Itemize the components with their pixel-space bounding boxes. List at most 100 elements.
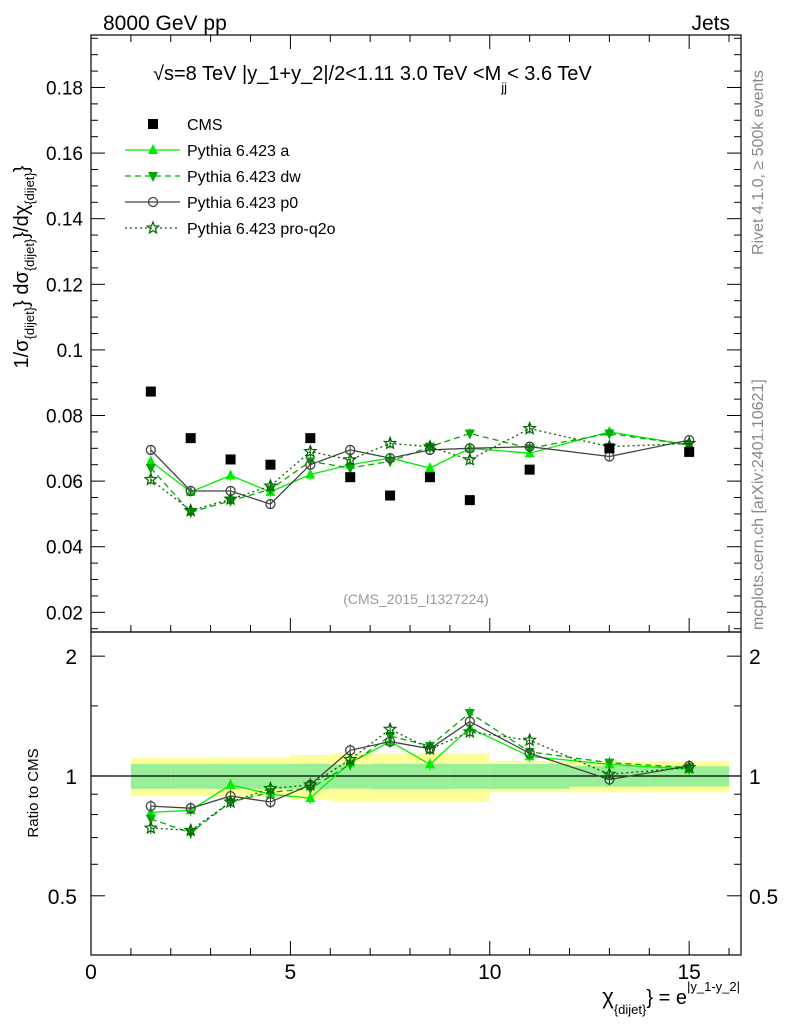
ratio-uncertainty-bands	[91, 753, 741, 803]
series-line-a	[150, 431, 690, 493]
ratio-point-pro-q2o	[462, 724, 478, 739]
x-label-chi: χ	[602, 984, 614, 1009]
ratio-point-pro-q2o	[223, 794, 238, 809]
y-label-d: }	[11, 165, 33, 172]
data-point-cms	[305, 433, 316, 444]
point-pro-q2o	[382, 435, 398, 450]
ratio-axis-ticks: 0.5 0.5 1 1 2 2 0 5 10 15	[48, 646, 778, 984]
point-pro-q2o	[263, 478, 278, 493]
x-axis-label: χ{dijet}} = e|y_1-y_2|	[602, 979, 740, 1017]
main-panel: 0.02 0.04 0.06 0.08 0.1 0.12 0.14 0.16 0.18 √s=8…	[11, 34, 742, 633]
point-a	[145, 455, 156, 466]
x-label-eq: } = e	[646, 987, 687, 1009]
data-point-cms	[225, 454, 236, 465]
legend-label-p0: Pythia 6.423 p0	[187, 195, 298, 212]
x-tick-label: 15	[677, 961, 700, 984]
plot-title-text: √s=8 TeV |y_1+y_2|/2<1.11 3.0 TeV <M	[153, 63, 501, 85]
data-point-cms	[345, 472, 356, 483]
y-label-a: 1/σ	[11, 339, 33, 369]
ratio-point-pro-q2o	[183, 822, 198, 837]
y-tick-label: 0.14	[46, 210, 83, 231]
point-p0	[265, 498, 276, 510]
ratio-point-a	[305, 792, 316, 803]
ratio-point-dw	[464, 708, 475, 719]
ratio-point-pro-q2o	[422, 741, 438, 756]
point-a	[424, 461, 435, 472]
point-pro-q2o	[342, 452, 358, 466]
ratio-line-pro-q2o	[150, 728, 690, 832]
ratio-point-p0	[185, 803, 196, 814]
y-label-c: }/dχ	[11, 204, 33, 238]
ratio-panel: 0.5 0.5 1 1 2 2 0 5 10 15 Ratio to CMS	[25, 631, 778, 984]
y-label-a-sub: {dijet}	[22, 306, 37, 339]
x-tick-label: 10	[478, 961, 501, 984]
ratio-point-pro-q2o	[303, 777, 318, 792]
ratio-y-tick-label: 2	[65, 646, 77, 669]
y-tick-label: 0.18	[46, 78, 83, 99]
point-pro-q2o	[143, 471, 159, 486]
point-pro-q2o	[303, 443, 318, 458]
point-p0	[305, 459, 316, 470]
point-pro-q2o	[223, 491, 238, 506]
point-pro-q2o	[522, 420, 537, 435]
data-point-cms	[464, 495, 475, 506]
point-p0	[145, 444, 156, 456]
y-label-b-sub: {dijet}	[22, 238, 37, 271]
legend-label-a: Pythia 6.423 a	[187, 143, 289, 160]
data-point-cms	[265, 459, 276, 470]
main-series-layer	[143, 386, 697, 519]
point-p0	[524, 441, 535, 452]
ratio-point-pro-q2o	[382, 721, 398, 736]
ratio-point-a	[225, 778, 236, 789]
y-label-b: } dσ	[11, 271, 33, 307]
ratio-y-tick-label: 1	[65, 766, 77, 789]
legend-label-cms: CMS	[187, 117, 223, 134]
analysis-label: (CMS_2015_I1327224)	[343, 591, 489, 607]
legend-marker-p0	[147, 196, 159, 208]
point-pro-q2o	[462, 452, 478, 466]
legend-marker-pro-q2o	[145, 220, 161, 235]
y-tick-label: 0.1	[57, 341, 83, 362]
plot-title-end: < 3.6 TeV	[507, 63, 592, 85]
data-point-cms	[684, 446, 695, 457]
mcplots-label: mcplots.cern.ch [arXiv:2401.10621]	[750, 379, 767, 630]
data-point-cms	[424, 472, 435, 483]
ratio-point-pro-q2o	[681, 759, 697, 774]
ratio-point-pro-q2o	[143, 820, 159, 835]
ratio-point-a	[424, 758, 435, 769]
ratio-point-dw	[145, 814, 156, 825]
legend-label-pro-q2o: Pythia 6.423 pro-q2o	[187, 221, 336, 238]
point-a	[225, 469, 236, 480]
ratio-point-pro-q2o	[263, 780, 278, 795]
ratio-y-axis-label: Ratio to CMS	[25, 748, 42, 837]
y-tick-label: 0.04	[46, 538, 83, 559]
ratio-point-p0	[524, 748, 535, 759]
point-dw	[145, 463, 156, 474]
ratio-point-pro-q2o	[602, 766, 617, 781]
point-dw	[345, 463, 356, 474]
x-label-chi-sub: {dijet}	[614, 1002, 647, 1017]
data-point-cms	[185, 433, 196, 444]
data-point-cms	[604, 443, 615, 454]
rivet-version-label: Rivet 4.1.0, ≥ 500k events	[750, 70, 767, 255]
point-pro-q2o	[183, 502, 198, 517]
series-line-p0	[150, 439, 690, 505]
series-line-pro-q2o	[150, 427, 690, 512]
ratio-point-p0	[384, 736, 396, 747]
ratio-point-pro-q2o	[342, 751, 358, 766]
y-tick-label: 0.06	[46, 472, 83, 493]
ratio-y-tick-label-right: 0.5	[749, 886, 778, 909]
y-tick-label: 0.08	[46, 407, 83, 428]
ratio-point-pro-q2o	[522, 732, 537, 747]
x-label-exp: |y_1-y_2|	[687, 979, 740, 994]
point-a	[305, 468, 316, 479]
legend-marker-a	[148, 144, 158, 154]
data-point-cms	[145, 386, 156, 397]
ratio-plot-frame	[90, 631, 742, 956]
legend-marker-cms	[148, 119, 158, 129]
header-category-label: Jets	[691, 12, 730, 35]
point-dw	[604, 429, 615, 440]
point-dw	[464, 429, 475, 440]
x-tick-label: 5	[285, 961, 297, 984]
